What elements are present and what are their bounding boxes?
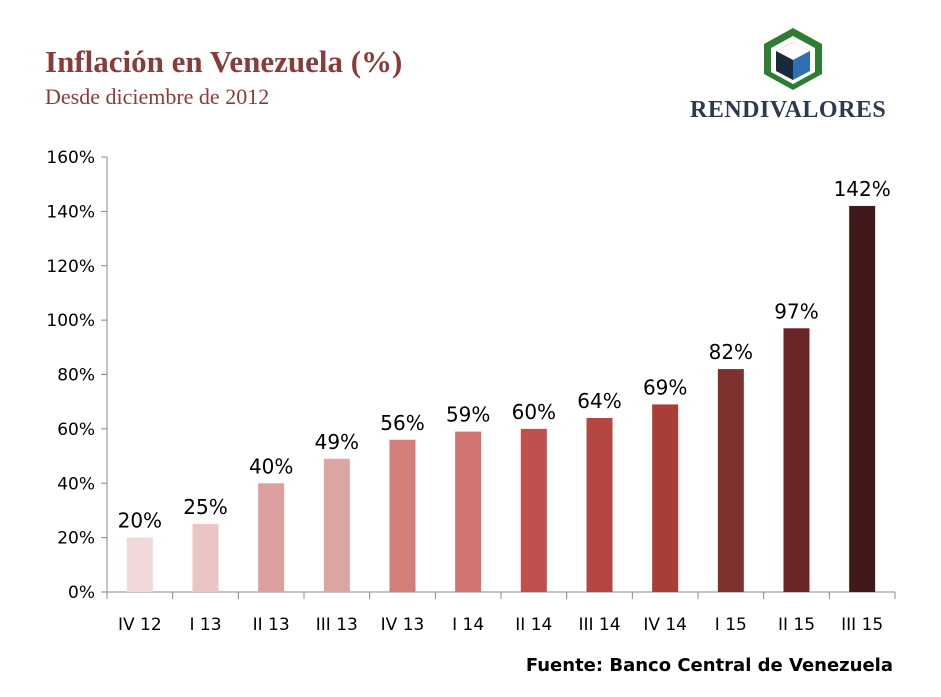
bar [126,537,153,592]
y-axis: 0% 20% 40% 60% 80% 100% 120% 140% 160% [46,148,108,603]
y-tick-label: 40% [57,474,95,494]
data-label: 142% [834,177,891,201]
bars [126,205,876,592]
chart-title: Inflación en Venezuela (%) [45,44,403,79]
cube-hexagon-icon [764,28,822,90]
data-label: 60% [512,400,556,424]
source-note: Fuente: Banco Central de Venezuela [525,655,893,676]
data-label: 25% [183,495,227,519]
y-tick-label: 20% [57,529,95,549]
x-tick-label: III 14 [578,615,620,635]
data-label: 64% [577,389,621,413]
logo-text: RENDIVALORES [690,97,887,123]
x-tick-label: IV 14 [643,615,687,635]
bar [520,428,547,592]
x-tick-label: II 13 [253,615,290,635]
data-label: 20% [118,509,162,533]
bar [586,418,613,592]
y-tick-label: 120% [46,257,95,277]
y-tick-label: 140% [46,202,95,222]
x-tick-label: IV 13 [381,615,425,635]
bar [389,439,416,592]
x-tick-label: II 14 [515,615,552,635]
chart-subtitle: Desde diciembre de 2012 [45,84,270,109]
bar [455,431,482,592]
y-tick-label: 100% [46,311,95,331]
data-label: 69% [643,375,687,399]
x-tick-label: IV 12 [118,615,162,635]
bar [323,458,350,592]
data-label: 97% [774,299,818,323]
bar [192,524,219,592]
x-tick-label: II 15 [778,615,815,635]
x-axis: IV 12 I 13 II 13 III 13 IV 13 I 14 II 14 III 14… [106,591,896,635]
data-label: 59% [446,403,490,427]
y-tick-label: 0% [68,583,95,603]
bar [258,483,285,592]
data-label: 40% [249,454,293,478]
y-tick-label: 80% [57,366,95,386]
data-label: 82% [709,340,753,364]
y-tick-label: 60% [57,420,95,440]
x-tick-label: III 13 [316,615,358,635]
x-tick-label: I 15 [715,615,747,635]
data-label: 56% [380,411,424,435]
bar [849,205,876,592]
x-tick-label: III 15 [841,615,883,635]
data-labels: 20% 25% 40% 49% 56% 59% 60% 64% 69% 82% 97% 142% [118,177,891,533]
data-label: 49% [315,430,359,454]
bar [652,404,679,592]
bar [717,369,744,592]
y-tick-label: 160% [46,148,95,168]
x-tick-label: I 14 [452,615,484,635]
x-tick-label: I 13 [189,615,221,635]
bar [783,328,810,592]
